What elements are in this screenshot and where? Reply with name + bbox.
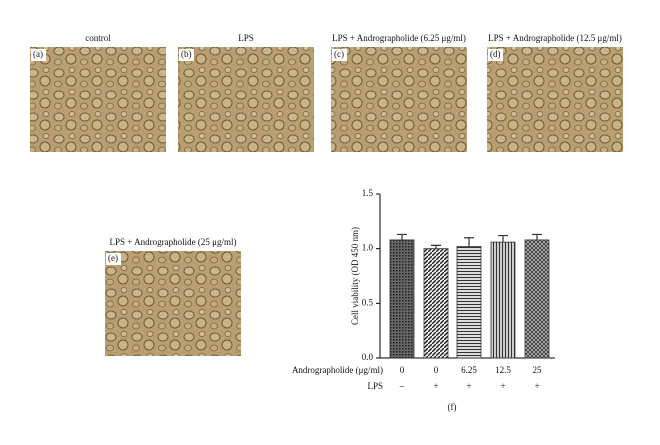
error-bar (532, 233, 542, 240)
y-tick-label: 0.0 (362, 352, 374, 362)
lps-label: + (534, 381, 539, 391)
row-label: LPS (367, 381, 383, 391)
y-axis-label: Cell viability (OD 450 nm) (350, 227, 360, 325)
micrograph (178, 47, 314, 152)
y-tick-label: 1.5 (362, 188, 374, 198)
error-bar (498, 234, 508, 243)
panel-label-bg (332, 49, 347, 61)
x-tick-label: 0 (434, 365, 439, 375)
bar (389, 239, 415, 359)
lps-label: + (466, 381, 471, 391)
panel-label-bg (179, 49, 194, 61)
bar (456, 246, 482, 359)
error-bar (397, 233, 407, 240)
panel-title: LPS + Andrographolide (12.5 μg/ml) (488, 33, 622, 43)
micrograph (331, 47, 467, 152)
error-bar (464, 237, 474, 247)
x-tick-label: 12.5 (495, 365, 511, 375)
panel-title: control (85, 33, 111, 43)
x-tick-label: 25 (533, 365, 543, 375)
panel-label: (d) (490, 49, 501, 59)
panel-title: LPS (238, 33, 254, 43)
x-tick-label: 0 (400, 365, 405, 375)
panel-label-bg (31, 49, 46, 61)
lps-label: + (433, 381, 438, 391)
panel-label: (e) (108, 253, 118, 263)
x-tick-label: 6.25 (461, 365, 477, 375)
error-bar (431, 244, 441, 249)
y-tick-label: 1.0 (362, 243, 374, 253)
bar (490, 241, 516, 359)
panel-label: (c) (334, 49, 344, 59)
chart-label: (f) (448, 402, 457, 412)
row-label: Andrographolide (μg/ml) (292, 365, 383, 375)
bar (423, 248, 449, 359)
micrograph (487, 47, 623, 152)
lps-label: + (500, 381, 505, 391)
panel-label-bg (106, 253, 121, 265)
panel-label: (a) (33, 49, 43, 59)
panel-label: (b) (181, 49, 192, 59)
y-tick-label: 0.5 (362, 297, 374, 307)
micrograph (30, 47, 166, 152)
lps-label: – (399, 381, 405, 391)
panel-title: LPS + Andrographolide (25 μg/ml) (110, 237, 237, 247)
bar (524, 239, 550, 359)
panel-label-bg (488, 49, 503, 61)
panel-title: LPS + Andrographolide (6.25 μg/ml) (332, 33, 466, 43)
micrograph (105, 251, 241, 356)
